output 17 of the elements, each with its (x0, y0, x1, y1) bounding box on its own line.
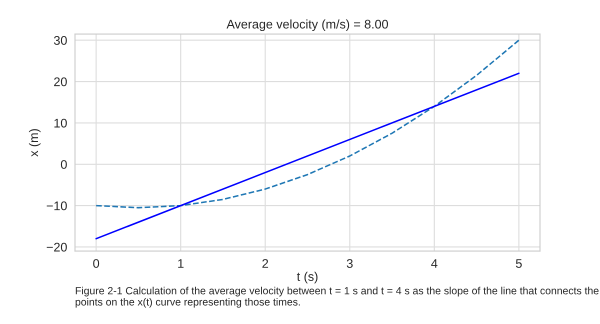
y-axis-title: x (m) (28, 129, 41, 157)
x-tick-label: 3 (346, 259, 353, 268)
y-tick-label: 20 (54, 77, 67, 86)
x-tick-label: 5 (516, 259, 522, 268)
y-tick-label: 0 (60, 160, 67, 169)
y-tick-label: 30 (54, 36, 67, 45)
x-tick-label: 1 (178, 259, 184, 268)
y-tick-label: −10 (46, 201, 67, 210)
caption: Figure 2-1 Calculation of the average velocity between t = 1 s and t = 4 s as the slope of the line that connects the points on the x(t) curve representing those times. (76, 286, 599, 308)
chart-title: Average velocity (m/s) = 8.00 (226, 19, 388, 32)
x-axis-title: t (s) (296, 272, 318, 284)
x-tick-label: 0 (93, 259, 100, 268)
line-series (95, 39, 520, 208)
y-tick-label: 10 (54, 118, 67, 128)
x-tick-label: 2 (262, 259, 268, 268)
y-tick-label: −20 (46, 242, 67, 252)
x-tick-label: 4 (431, 259, 438, 268)
